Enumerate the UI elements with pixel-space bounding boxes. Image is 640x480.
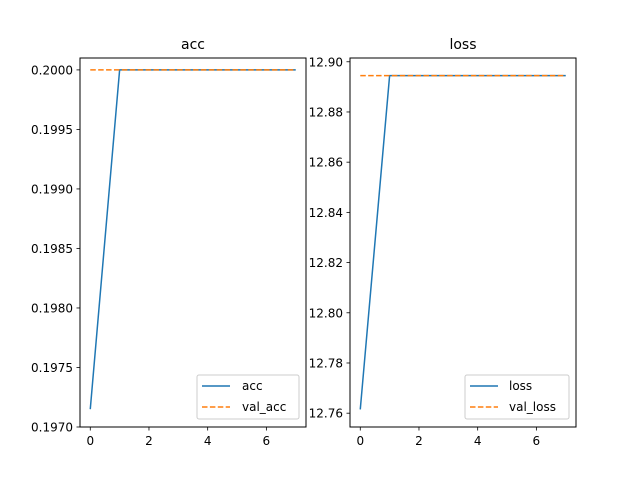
x-tick-label: 2	[145, 434, 153, 448]
legend: loss val_loss	[464, 374, 570, 420]
y-tick-label: 12.88	[309, 105, 343, 119]
series-layer	[359, 74, 566, 410]
y-tick-label: 0.1980	[31, 301, 73, 315]
y-tick-label: 12.76	[309, 407, 343, 421]
x-tick-label: 0	[356, 434, 364, 448]
series-layer	[89, 69, 296, 410]
ticks-layer: 0 2 4 6 12.76 12.78 12.80 12.82 12.84 12.86 12.88 1…	[309, 55, 541, 448]
y-tick-label: 12.82	[309, 256, 343, 270]
legend-label-val_acc: val_acc	[242, 400, 286, 414]
x-tick-label: 2	[415, 434, 423, 448]
subplot-loss: loss 0 2 4 6 12.76 12.78 12.80 12.82 12.84 12.86 1…	[309, 37, 577, 448]
y-tick-label: 12.90	[309, 55, 343, 69]
y-tick-label: 0.1985	[31, 242, 73, 256]
x-tick-label: 6	[533, 434, 541, 448]
x-tick-label: 6	[263, 434, 271, 448]
plot-frame	[79, 57, 307, 428]
y-tick-label: 0.1995	[31, 123, 73, 137]
y-tick-label: 12.84	[309, 206, 343, 220]
legend: acc val_acc	[196, 374, 300, 420]
subplot-acc: acc 0 2 4 6 0.1970 0.1975 0.1980 0.1985 0.1990 0.…	[31, 37, 307, 448]
y-tick-label: 0.1970	[31, 421, 73, 435]
ticks-layer: 0 2 4 6 0.1970 0.1975 0.1980 0.1985 0.1990 0.1995…	[31, 63, 270, 448]
legend-label-loss: loss	[509, 379, 532, 393]
chart-title: acc	[181, 37, 205, 53]
y-tick-label: 12.80	[309, 306, 343, 320]
legend-label-val_loss: val_loss	[509, 400, 556, 414]
y-tick-label: 12.78	[309, 356, 343, 370]
x-tick-label: 4	[204, 434, 212, 448]
y-tick-label: 12.86	[309, 156, 343, 170]
legend-label-acc: acc	[242, 379, 263, 393]
y-tick-label: 0.1990	[31, 182, 73, 196]
chart-title: loss	[449, 37, 476, 53]
x-tick-label: 0	[86, 434, 94, 448]
x-tick-label: 4	[474, 434, 482, 448]
y-tick-label: 0.2000	[31, 63, 73, 77]
y-tick-label: 0.1975	[31, 361, 73, 375]
plot-frame	[349, 57, 577, 428]
